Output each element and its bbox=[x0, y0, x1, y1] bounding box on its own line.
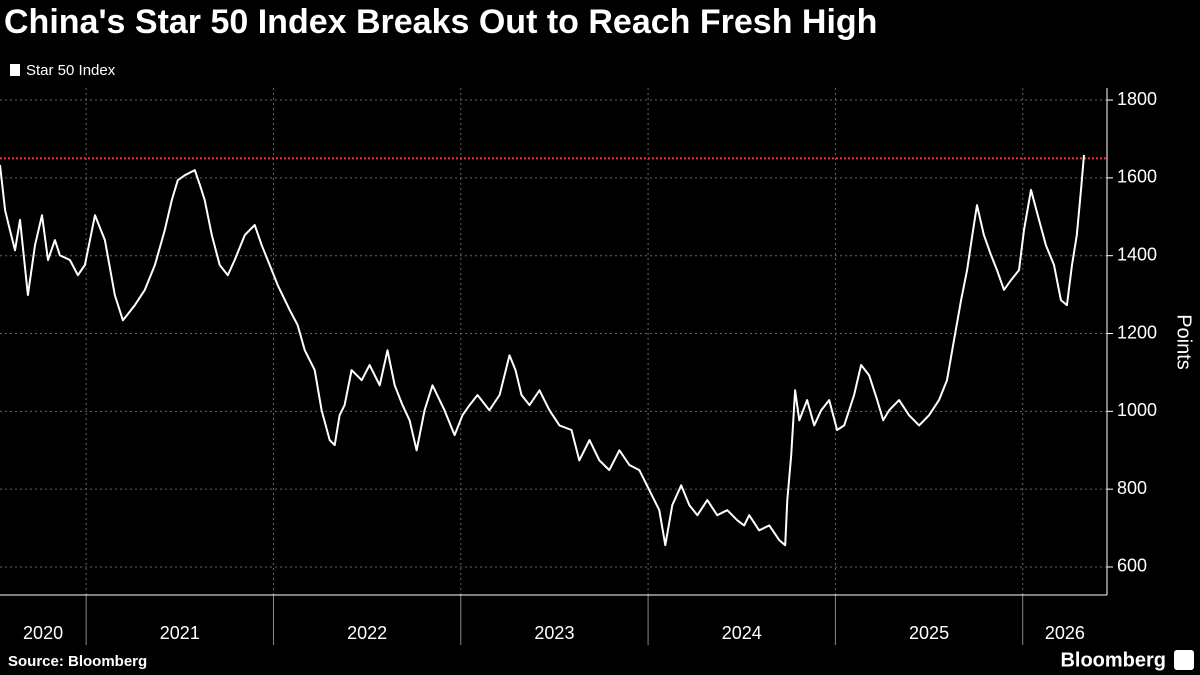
y-tick-label: 1200 bbox=[1117, 322, 1157, 342]
x-tick-label: 2026 bbox=[1045, 623, 1085, 643]
y-tick-label: 800 bbox=[1117, 478, 1147, 498]
x-tick-label: 2025 bbox=[909, 623, 949, 643]
x-tick-label: 2020 bbox=[23, 623, 63, 643]
x-tick-label: 2021 bbox=[160, 623, 200, 643]
line bbox=[0, 154, 1085, 547]
y-tick-label: 1600 bbox=[1117, 167, 1157, 187]
y-tick-label: 600 bbox=[1117, 556, 1147, 576]
y-tick-label: 1000 bbox=[1117, 400, 1157, 420]
x-tick-label: 2022 bbox=[347, 623, 387, 643]
chart-title: China's Star 50 Index Breaks Out to Reac… bbox=[4, 3, 877, 41]
source: Source: Bloomberg bbox=[8, 653, 147, 670]
y-tick-label: 1800 bbox=[1117, 89, 1157, 109]
brand: Bloomberg bbox=[1060, 649, 1166, 671]
x-tick-label: 2023 bbox=[534, 623, 574, 643]
y-tick-label: 1400 bbox=[1117, 244, 1157, 264]
y-axis-label: Points bbox=[1173, 314, 1195, 370]
brand-icon bbox=[1174, 650, 1194, 670]
legend-label: Star 50 Index bbox=[26, 62, 116, 79]
legend-swatch bbox=[10, 64, 20, 76]
x-tick-label: 2024 bbox=[722, 623, 762, 643]
